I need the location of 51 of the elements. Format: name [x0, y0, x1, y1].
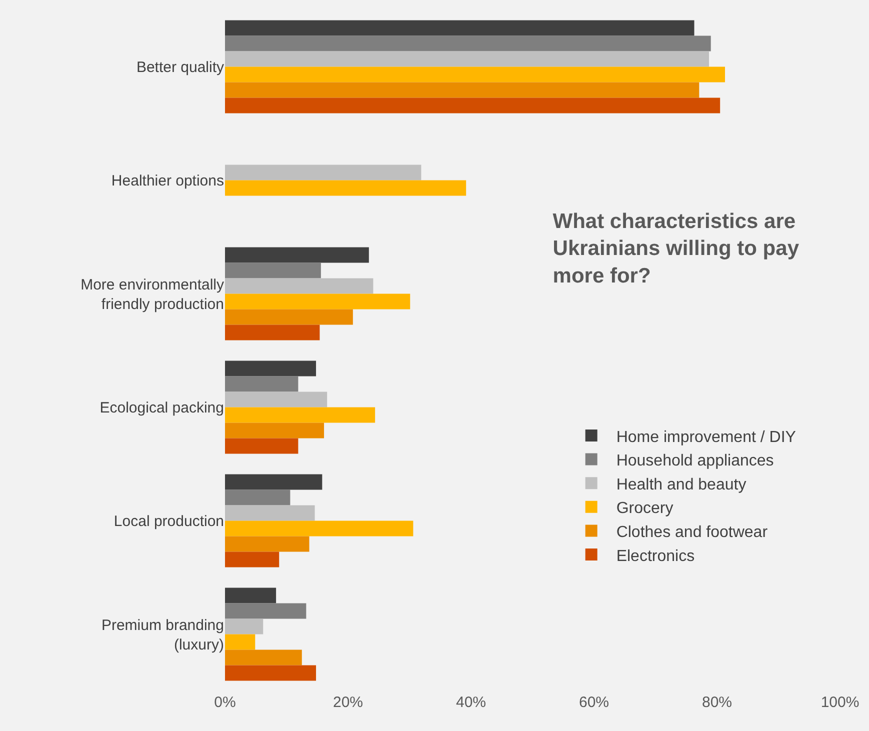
bar — [225, 634, 256, 650]
bar — [225, 309, 353, 325]
bar — [225, 474, 322, 490]
x-tick-label: 60% — [578, 694, 610, 711]
y-tick-label: More environmentally friendly production — [80, 276, 224, 313]
legend-label: Clothes and footwear — [616, 524, 768, 541]
y-tick-label: Healthier options — [111, 172, 224, 190]
bar — [225, 520, 414, 536]
bar — [225, 82, 700, 98]
bar — [225, 247, 369, 263]
legend-label: Home improvement / DIY — [616, 428, 796, 446]
x-tick-label: 0% — [214, 694, 236, 711]
bar — [225, 66, 725, 82]
y-tick-label: Better quality — [136, 59, 224, 76]
bar — [225, 262, 321, 278]
bar — [225, 360, 316, 376]
bar — [225, 490, 290, 506]
bar — [225, 180, 466, 196]
bar — [225, 618, 264, 634]
bar — [225, 536, 310, 552]
y-tick-label: Premium branding (luxury) — [101, 616, 224, 654]
legend-label: Health and beauty — [616, 476, 746, 494]
bar — [225, 422, 324, 438]
bar — [225, 407, 376, 423]
bar — [225, 294, 410, 310]
x-tick-label: 100% — [820, 694, 860, 711]
legend-label: Household appliances — [616, 452, 774, 470]
bar — [225, 324, 320, 340]
bar — [225, 51, 710, 67]
bar — [225, 505, 315, 521]
bar — [225, 36, 711, 52]
y-tick-label: Ecological packing — [100, 400, 224, 416]
bar — [225, 588, 276, 604]
y-tick-label: Local production — [114, 513, 224, 530]
legend-label: Electronics — [616, 548, 695, 565]
bar — [225, 164, 422, 180]
bar — [225, 376, 298, 392]
x-tick-label: 80% — [702, 694, 732, 711]
legend-label: Grocery — [616, 500, 674, 518]
bar — [225, 98, 720, 114]
bar — [225, 665, 316, 681]
bar — [225, 20, 694, 36]
bar — [225, 552, 280, 568]
bar — [225, 650, 302, 666]
bar — [225, 438, 298, 454]
bar — [225, 603, 306, 619]
x-tick-label: 20% — [332, 694, 364, 711]
bar — [225, 278, 374, 294]
x-tick-label: 40% — [456, 694, 486, 711]
text: What characteristics are Ukrainians willing to pay more for? — [552, 210, 800, 288]
bar — [225, 392, 328, 408]
